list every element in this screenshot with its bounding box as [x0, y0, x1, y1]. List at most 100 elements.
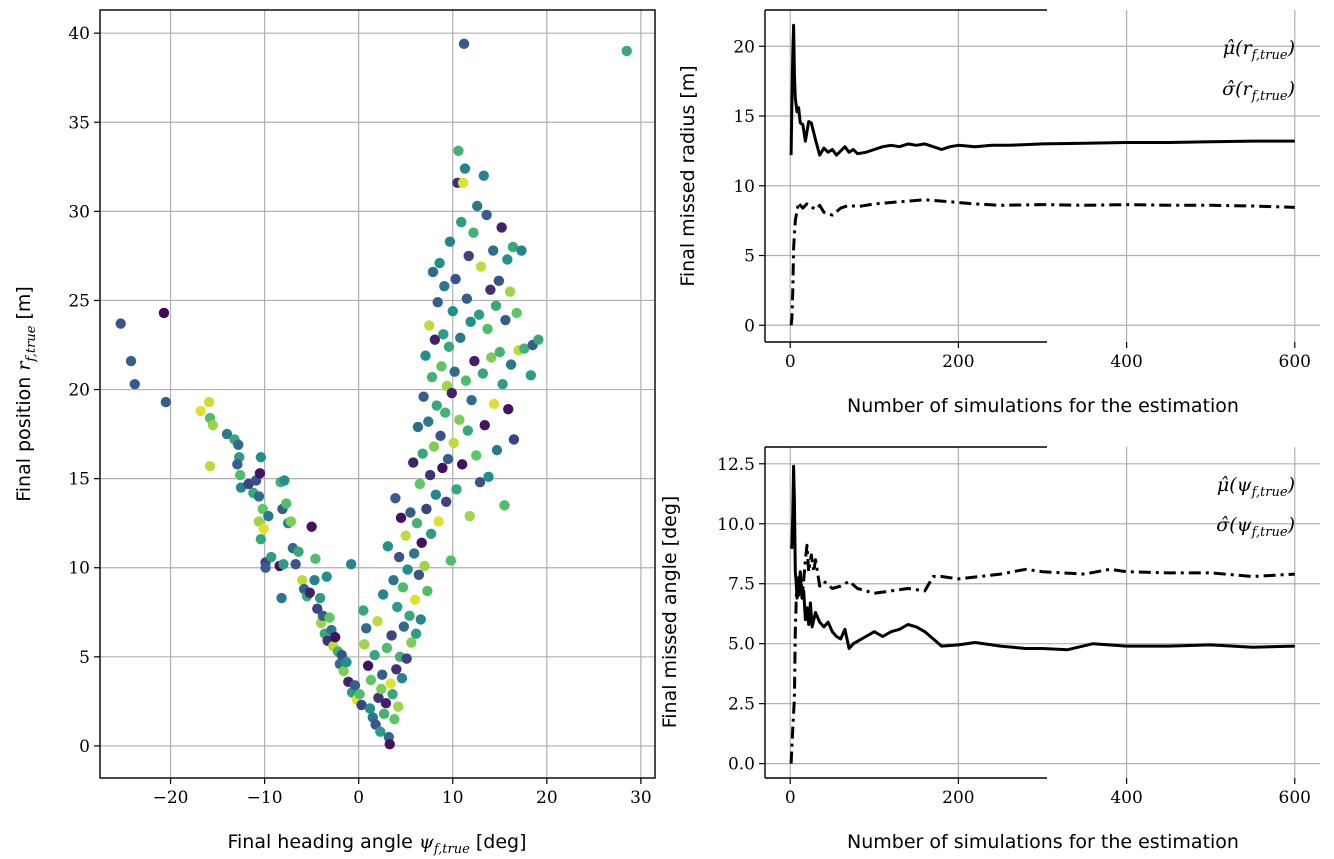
scatter-point — [309, 575, 320, 586]
angle-std-line — [789, 543, 1295, 764]
scatter-point — [257, 503, 268, 515]
scatter-point — [402, 564, 413, 575]
scatter-x-tick-label: 0 — [353, 788, 364, 808]
angle-y-tick-label: 12.5 — [717, 455, 755, 475]
scatter-point — [377, 669, 388, 680]
scatter-point — [255, 534, 267, 545]
radius-panel: 0 200 400 600 0 5 10 15 20 μ̂(rf,true) σ̂(rf,tru… — [677, 9, 1320, 417]
scatter-point — [459, 163, 471, 174]
angle-y-tick-label: 7.5 — [728, 575, 755, 595]
angle-y-tick-label: 10.0 — [717, 515, 755, 535]
radius-x-tick-label: 400 — [1110, 352, 1142, 372]
scatter-point — [358, 605, 369, 616]
angle-xlabel: Number of simulations for the estimation — [847, 831, 1239, 853]
radius-y-tick-label: 20 — [733, 37, 755, 57]
angle-ylabel: Final missed angle [deg] — [659, 496, 681, 729]
radius-y-tick-label: 10 — [733, 177, 755, 197]
scatter-point — [519, 343, 530, 354]
scatter-point — [158, 307, 170, 319]
scatter-point — [461, 293, 473, 304]
scatter-point — [408, 457, 419, 468]
scatter-x-tick-label: 10 — [442, 788, 464, 808]
scatter-point — [508, 434, 520, 445]
legend-sigma-r: σ̂(rf,true) — [1222, 78, 1295, 104]
scatter-point — [472, 200, 483, 212]
scatter-point — [373, 692, 384, 704]
scatter-point — [232, 459, 243, 470]
scatter-point — [365, 674, 377, 686]
scatter-point — [372, 615, 383, 627]
scatter-panel: −20 −10 0 10 20 30 0 5 10 15 20 25 30 35 40 Final head… — [13, 9, 656, 857]
scatter-point — [481, 209, 492, 221]
scatter-point — [478, 170, 489, 181]
scatter-point — [413, 569, 425, 581]
scatter-point — [457, 177, 469, 189]
scatter-y-tick-label: 5 — [79, 648, 90, 668]
scatter-point — [234, 469, 246, 481]
scatter-point — [384, 738, 395, 750]
angle-y-tick-label: 5.0 — [728, 635, 755, 655]
scatter-point — [426, 371, 438, 383]
angle-y-tick-label: 2.5 — [728, 695, 755, 715]
scatter-point — [507, 241, 519, 253]
scatter-y-tick-label: 25 — [68, 291, 90, 311]
scatter-point — [454, 414, 465, 426]
scatter-point — [443, 341, 455, 352]
scatter-point — [375, 726, 386, 737]
scatter-point — [465, 316, 476, 328]
scatter-point — [497, 378, 508, 390]
scatter-point — [393, 551, 405, 563]
scatter-point — [396, 673, 408, 684]
scatter-point — [389, 713, 400, 725]
scatter-point — [460, 375, 472, 386]
scatter-point — [502, 254, 513, 265]
scatter-point — [436, 361, 447, 372]
scatter-point — [421, 503, 432, 515]
scatter-point — [458, 38, 470, 50]
scatter-point — [440, 496, 452, 508]
scatter-point — [382, 541, 394, 552]
scatter-point — [414, 478, 426, 490]
scatter-point — [207, 419, 219, 431]
scatter-point — [204, 460, 216, 472]
scatter-point — [253, 491, 265, 502]
scatter-point — [449, 366, 460, 377]
scatter-point — [621, 45, 632, 57]
angle-x-tick-label: 400 — [1110, 788, 1142, 808]
scatter-point — [388, 575, 399, 586]
scatter-point — [494, 346, 505, 358]
radius-x-tick-label: 0 — [785, 352, 796, 372]
scatter-point — [500, 314, 511, 326]
scatter-point — [477, 368, 489, 379]
scatter-point — [430, 489, 442, 500]
scatter-point — [471, 450, 482, 461]
scatter-point — [411, 517, 423, 529]
scatter-point — [446, 387, 458, 399]
scatter-y-tick-label: 15 — [68, 470, 90, 490]
scatter-point — [338, 665, 349, 677]
scatter-point — [432, 297, 443, 308]
scatter-point — [469, 355, 480, 367]
scatter-point — [419, 560, 430, 572]
radius-x-tick-label: 600 — [1279, 352, 1311, 372]
scatter-point — [416, 537, 427, 548]
scatter-point — [410, 628, 422, 639]
scatter-point — [260, 562, 271, 573]
scatter-x-tick-label: −10 — [247, 788, 283, 808]
scatter-point — [387, 689, 398, 700]
scatter-point — [418, 391, 429, 402]
scatter-point — [423, 416, 434, 427]
angle-y-tick-label: 0.0 — [728, 755, 755, 775]
scatter-point — [474, 477, 486, 488]
scatter-point — [422, 585, 433, 597]
scatter-point — [233, 439, 244, 450]
scatter-point — [488, 398, 500, 410]
scatter-point — [427, 266, 439, 278]
scatter-point — [345, 558, 357, 570]
scatter-point — [390, 493, 401, 504]
scatter-point — [488, 245, 499, 256]
scatter-point — [496, 222, 507, 233]
scatter-point — [442, 453, 454, 465]
scatter-point — [404, 610, 415, 622]
scatter-point — [420, 350, 431, 361]
